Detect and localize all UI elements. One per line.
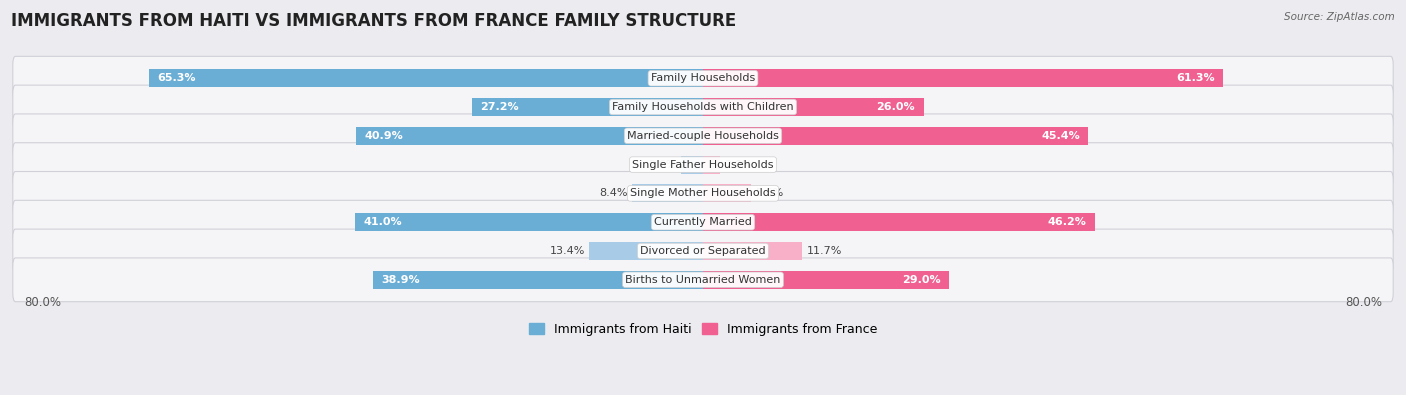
Bar <box>589 242 703 260</box>
Text: Currently Married: Currently Married <box>654 217 752 227</box>
Bar <box>681 156 703 173</box>
Text: Births to Unmarried Women: Births to Unmarried Women <box>626 275 780 285</box>
Text: 41.0%: 41.0% <box>363 217 402 227</box>
Text: Married-couple Households: Married-couple Households <box>627 131 779 141</box>
Text: Divorced or Separated: Divorced or Separated <box>640 246 766 256</box>
Bar <box>703 69 1223 87</box>
Text: 38.9%: 38.9% <box>381 275 420 285</box>
Bar <box>631 184 703 202</box>
Bar <box>472 98 703 116</box>
Text: 65.3%: 65.3% <box>157 73 195 83</box>
Bar <box>703 184 751 202</box>
Bar <box>703 156 720 173</box>
Bar <box>149 69 703 87</box>
Text: Single Father Households: Single Father Households <box>633 160 773 169</box>
FancyBboxPatch shape <box>13 143 1393 186</box>
Text: 2.6%: 2.6% <box>648 160 676 169</box>
FancyBboxPatch shape <box>13 229 1393 273</box>
Bar <box>354 213 703 231</box>
Bar <box>703 127 1088 145</box>
Bar <box>703 98 924 116</box>
Text: 5.6%: 5.6% <box>755 188 783 198</box>
FancyBboxPatch shape <box>13 85 1393 129</box>
Text: 2.0%: 2.0% <box>724 160 752 169</box>
Text: 61.3%: 61.3% <box>1177 73 1215 83</box>
FancyBboxPatch shape <box>13 114 1393 158</box>
FancyBboxPatch shape <box>13 200 1393 244</box>
Text: 80.0%: 80.0% <box>24 295 60 308</box>
Text: IMMIGRANTS FROM HAITI VS IMMIGRANTS FROM FRANCE FAMILY STRUCTURE: IMMIGRANTS FROM HAITI VS IMMIGRANTS FROM… <box>11 12 737 30</box>
Text: 13.4%: 13.4% <box>550 246 585 256</box>
Bar <box>703 271 949 289</box>
FancyBboxPatch shape <box>13 171 1393 215</box>
Text: 27.2%: 27.2% <box>481 102 519 112</box>
Text: Family Households: Family Households <box>651 73 755 83</box>
Bar <box>703 213 1095 231</box>
Legend: Immigrants from Haiti, Immigrants from France: Immigrants from Haiti, Immigrants from F… <box>524 318 882 341</box>
Bar <box>356 127 703 145</box>
FancyBboxPatch shape <box>13 56 1393 100</box>
Text: Single Mother Households: Single Mother Households <box>630 188 776 198</box>
Text: 80.0%: 80.0% <box>1346 295 1382 308</box>
Text: 26.0%: 26.0% <box>876 102 915 112</box>
Bar <box>373 271 703 289</box>
Bar <box>703 242 803 260</box>
Text: 40.9%: 40.9% <box>364 131 404 141</box>
Text: 11.7%: 11.7% <box>807 246 842 256</box>
FancyBboxPatch shape <box>13 258 1393 302</box>
Text: 46.2%: 46.2% <box>1047 217 1087 227</box>
Text: Source: ZipAtlas.com: Source: ZipAtlas.com <box>1284 12 1395 22</box>
Text: 8.4%: 8.4% <box>599 188 627 198</box>
Text: 45.4%: 45.4% <box>1042 131 1080 141</box>
Text: Family Households with Children: Family Households with Children <box>612 102 794 112</box>
Text: 29.0%: 29.0% <box>903 275 941 285</box>
